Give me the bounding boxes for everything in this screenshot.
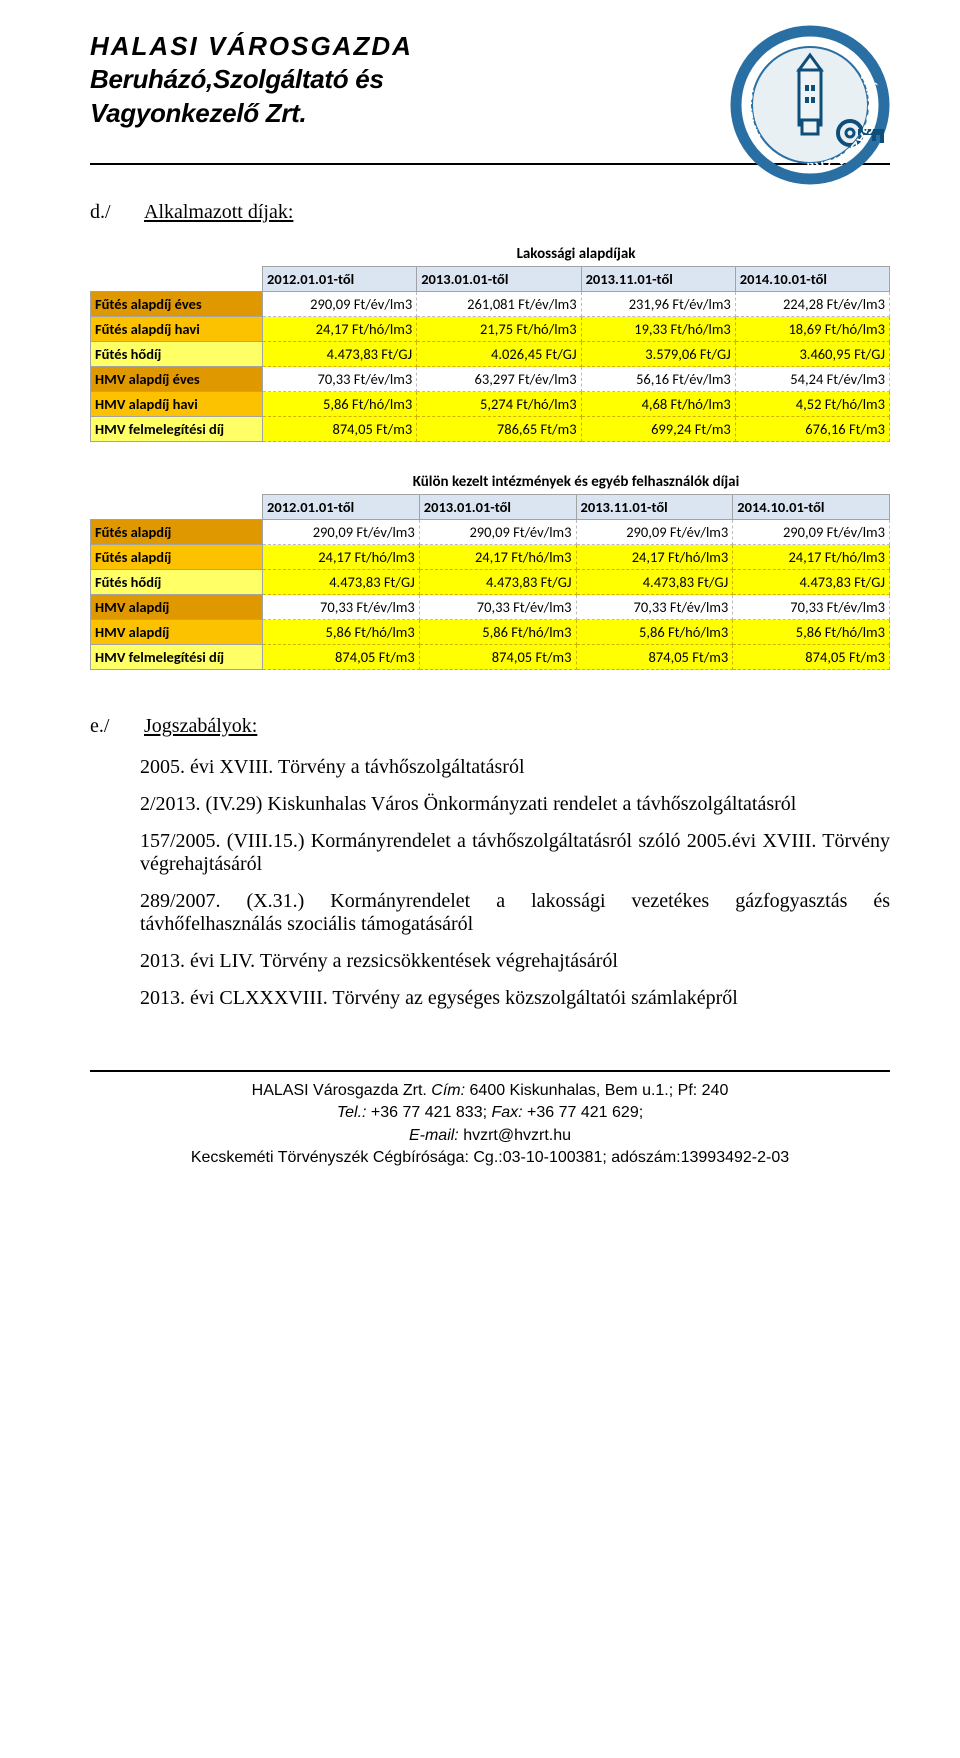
tariff-cell: 5,86 Ft/hó/lm3 (576, 620, 733, 645)
tariff-cell: 24,17 Ft/hó/lm3 (263, 317, 417, 342)
tariff-cell: 24,17 Ft/hó/lm3 (263, 545, 420, 570)
tariff-cell: 4,52 Ft/hó/lm3 (735, 392, 889, 417)
law-paragraph: 2/2013. (IV.29) Kiskunhalas Város Önkorm… (140, 793, 890, 816)
law-paragraph: 289/2007. (X.31.) Kormányrendelet a lako… (140, 890, 890, 936)
tariff-cell: 290,09 Ft/év/lm3 (263, 520, 420, 545)
law-paragraph: 2013. évi LIV. Törvény a rezsicsökkentés… (140, 950, 890, 973)
letterhead: HALASI VÁROSGAZDA Beruházó,Szolgáltató é… (90, 30, 890, 165)
law-paragraph: 2005. évi XVIII. Törvény a távhőszolgált… (140, 756, 890, 779)
tariff-cell: 70,33 Ft/év/lm3 (733, 595, 890, 620)
row-label: HMV alapdíj (91, 620, 263, 645)
tariff-cell: 676,16 Ft/m3 (735, 417, 889, 442)
tariff-cell: 63,297 Ft/év/lm3 (417, 367, 581, 392)
row-label: Fűtés hődíj (91, 342, 263, 367)
page-footer: HALASI Városgazda Zrt. Cím: 6400 Kiskunh… (90, 1070, 890, 1170)
footer-line-2: Tel.: +36 77 421 833; Fax: +36 77 421 62… (90, 1102, 890, 1124)
row-label: HMV alapdíj (91, 595, 263, 620)
tariff-cell: 5,86 Ft/hó/lm3 (263, 620, 420, 645)
tariff-cell: 19,33 Ft/hó/lm3 (581, 317, 735, 342)
row-label: HMV felmelegítési díj (91, 645, 263, 670)
section-e-title: Jogszabályok: (144, 715, 257, 738)
tariff-cell: 24,17 Ft/hó/lm3 (733, 545, 890, 570)
column-header: 2012.01.01-től (263, 495, 420, 520)
tariff-cell: 4.473,83 Ft/GJ (576, 570, 733, 595)
tariff-cell: 261,081 Ft/év/lm3 (417, 292, 581, 317)
tariff-cell: 3.579,06 Ft/GJ (581, 342, 735, 367)
tariff-cell: 70,33 Ft/év/lm3 (576, 595, 733, 620)
tariff-cell: 24,17 Ft/hó/lm3 (576, 545, 733, 570)
tariff-cell: 231,96 Ft/év/lm3 (581, 292, 735, 317)
tariff-cell: 224,28 Ft/év/lm3 (735, 292, 889, 317)
tariff-cell: 24,17 Ft/hó/lm3 (419, 545, 576, 570)
row-label: Fűtés alapdíj (91, 520, 263, 545)
tariff-cell: 4.473,83 Ft/GJ (263, 570, 420, 595)
section-e-label: e./ (90, 715, 140, 738)
law-paragraph: 2013. évi CLXXXVIII. Törvény az egységes… (140, 987, 890, 1010)
tariff-cell: 5,86 Ft/hó/lm3 (733, 620, 890, 645)
tariff-cell: 70,33 Ft/év/lm3 (263, 367, 417, 392)
section-d-label: d./ (90, 201, 140, 224)
tariff-cell: 56,16 Ft/év/lm3 (581, 367, 735, 392)
tariff-cell: 874,05 Ft/m3 (263, 645, 420, 670)
tariff-cell: 4.026,45 Ft/GJ (417, 342, 581, 367)
footer-line-4: Kecskeméti Törvényszék Cégbírósága: Cg.:… (90, 1147, 890, 1169)
footer-line-1: HALASI Városgazda Zrt. Cím: 6400 Kiskunh… (90, 1080, 890, 1102)
section-e-heading: e./ Jogszabályok: (90, 715, 890, 738)
row-label: HMV alapdíj éves (91, 367, 263, 392)
section-d-heading: d./ Alkalmazott díjak: (90, 201, 890, 224)
section-e-body: 2005. évi XVIII. Törvény a távhőszolgált… (140, 756, 890, 1010)
section-d-title: Alkalmazott díjak: (144, 201, 293, 224)
tariff-cell: 290,09 Ft/év/lm3 (733, 520, 890, 545)
column-header: 2013.11.01-től (576, 495, 733, 520)
tariff-cell: 5,86 Ft/hó/lm3 (419, 620, 576, 645)
tariff-cell: 290,09 Ft/év/lm3 (263, 292, 417, 317)
logo-icon: VÁROSGAZDA HALASI ZRt. (730, 25, 890, 185)
row-label: Fűtés alapdíj (91, 545, 263, 570)
column-header: 2012.01.01-től (263, 267, 417, 292)
row-label: HMV felmelegítési díj (91, 417, 263, 442)
tariff-cell: 4.473,83 Ft/GJ (419, 570, 576, 595)
tariff-cell: 874,05 Ft/m3 (733, 645, 890, 670)
column-header: 2014.10.01-től (735, 267, 889, 292)
row-label: HMV alapdíj havi (91, 392, 263, 417)
tariff-cell: 290,09 Ft/év/lm3 (419, 520, 576, 545)
tariff-cell: 4.473,83 Ft/GJ (733, 570, 890, 595)
footer-line-3: E-mail: hvzrt@hvzrt.hu (90, 1125, 890, 1147)
table-title: Külön kezelt intézmények és egyéb felhas… (263, 470, 890, 495)
tariff-cell: 70,33 Ft/év/lm3 (263, 595, 420, 620)
tariff-cell: 54,24 Ft/év/lm3 (735, 367, 889, 392)
tariff-cell: 5,86 Ft/hó/lm3 (263, 392, 417, 417)
tariff-cell: 5,274 Ft/hó/lm3 (417, 392, 581, 417)
tariff-cell: 874,05 Ft/m3 (263, 417, 417, 442)
tariff-cell: 4.473,83 Ft/GJ (263, 342, 417, 367)
table-title: Lakossági alapdíjak (263, 242, 890, 267)
table-consumer-tariffs: Lakossági alapdíjak2012.01.01-től2013.01… (90, 242, 890, 442)
row-label: Fűtés alapdíj éves (91, 292, 263, 317)
law-paragraph: 157/2005. (VIII.15.) Kormányrendelet a t… (140, 830, 890, 876)
tariff-cell: 290,09 Ft/év/lm3 (576, 520, 733, 545)
tariff-cell: 874,05 Ft/m3 (576, 645, 733, 670)
table-institutional-tariffs: Külön kezelt intézmények és egyéb felhas… (90, 470, 890, 670)
row-label: Fűtés alapdíj havi (91, 317, 263, 342)
column-header: 2014.10.01-től (733, 495, 890, 520)
tariff-cell: 18,69 Ft/hó/lm3 (735, 317, 889, 342)
company-logo: VÁROSGAZDA HALASI ZRt. (730, 25, 890, 190)
row-label: Fűtés hődíj (91, 570, 263, 595)
column-header: 2013.01.01-től (419, 495, 576, 520)
column-header: 2013.11.01-től (581, 267, 735, 292)
tariff-cell: 874,05 Ft/m3 (419, 645, 576, 670)
tariff-cell: 70,33 Ft/év/lm3 (419, 595, 576, 620)
tariff-cell: 699,24 Ft/m3 (581, 417, 735, 442)
tariff-cell: 786,65 Ft/m3 (417, 417, 581, 442)
tariff-cell: 4,68 Ft/hó/lm3 (581, 392, 735, 417)
tariff-cell: 3.460,95 Ft/GJ (735, 342, 889, 367)
tariff-cell: 21,75 Ft/hó/lm3 (417, 317, 581, 342)
column-header: 2013.01.01-től (417, 267, 581, 292)
